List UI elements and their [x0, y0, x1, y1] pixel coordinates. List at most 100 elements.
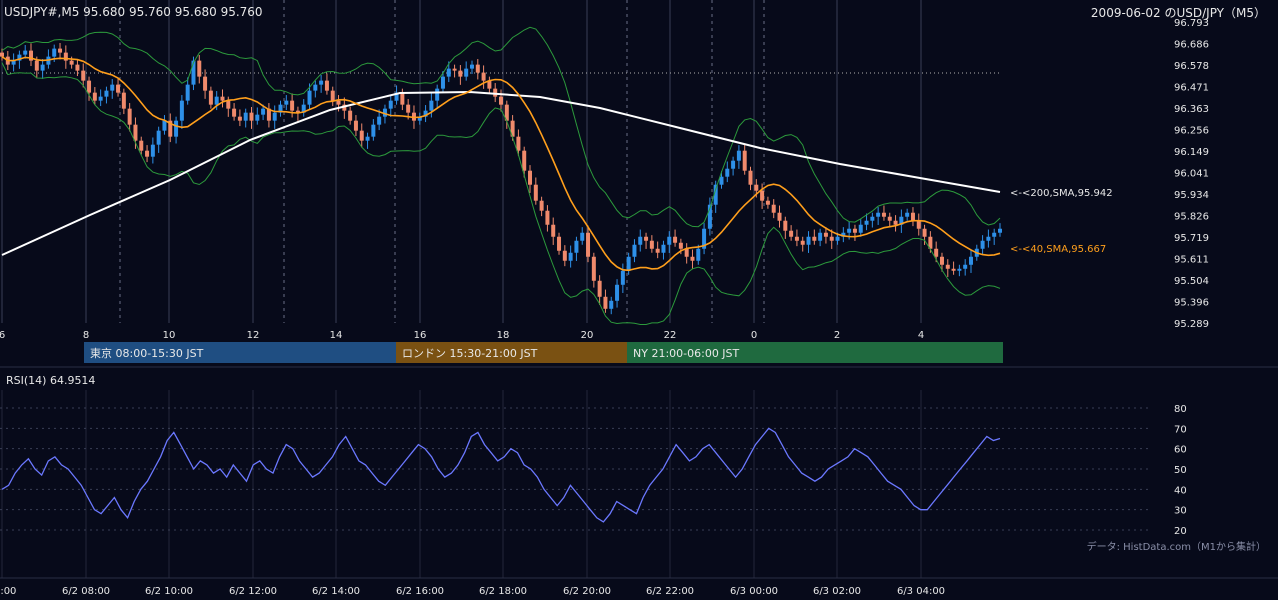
candle-body [40, 64, 45, 71]
time-tick-label: 6/3 00:00 [730, 586, 778, 597]
candle-body [800, 240, 805, 245]
candle-body [696, 248, 701, 261]
rsi-tick-label: 50 [1174, 465, 1187, 476]
candle-body [539, 200, 544, 211]
candle-body [864, 220, 869, 225]
candle-body [760, 190, 765, 201]
candle-body [232, 108, 237, 117]
candle-body [359, 130, 364, 141]
candle-body [789, 230, 794, 237]
candle-body [98, 96, 103, 101]
bollinger-lower [1, 62, 1001, 325]
candle-body [493, 88, 498, 97]
candle-body [226, 100, 231, 109]
candle-body [127, 108, 132, 125]
candle-body [336, 100, 341, 105]
candle-body [255, 114, 260, 121]
rsi-line [1, 427, 1001, 523]
candle-body [777, 212, 782, 221]
candle-body [278, 104, 283, 113]
candle-body [928, 236, 933, 249]
session-bar [84, 342, 396, 363]
candle-body [469, 64, 474, 69]
candle-body [110, 84, 115, 91]
price-tick-label: 96.149 [1174, 147, 1209, 158]
candle-body [75, 64, 80, 71]
candle-body [638, 236, 643, 245]
candle-body [429, 100, 434, 111]
candle-body [307, 90, 312, 105]
candle-body [150, 144, 155, 157]
candle-body [644, 236, 649, 241]
candle-body [533, 184, 538, 201]
candle-body [377, 116, 382, 125]
bollinger-upper [1, 26, 1001, 228]
candle-body [841, 232, 846, 237]
candle-body [649, 240, 654, 249]
candle-body [742, 150, 747, 171]
rsi-tick-label: 40 [1174, 485, 1187, 496]
candle-body [139, 140, 144, 151]
candle-body [968, 256, 973, 265]
candle-body [63, 52, 68, 61]
time-tick-label: 6/2 10:00 [145, 586, 193, 597]
candle-body [794, 236, 799, 241]
price-tick-label: 96.041 [1174, 169, 1209, 180]
price-tick-label: 96.578 [1174, 61, 1209, 72]
candle-body [411, 112, 416, 121]
candle-body [574, 240, 579, 253]
candle-body [951, 268, 956, 271]
candle-body [499, 96, 503, 105]
price-tick-label: 96.256 [1174, 126, 1209, 137]
candle-body [876, 212, 881, 217]
time-tick-label: 6/2 14:00 [312, 586, 360, 597]
price-tick-label: 95.934 [1174, 190, 1209, 201]
candle-body [870, 216, 875, 221]
hour-tick-label: 20 [581, 330, 594, 341]
hour-tick-label: 18 [497, 330, 510, 341]
price-tick-label: 95.396 [1174, 298, 1209, 309]
candle-body [382, 108, 387, 117]
candle-body [847, 228, 852, 233]
candle-body [272, 112, 277, 121]
time-tick-label: 6/2 08:00 [62, 586, 110, 597]
candle-body [295, 110, 300, 113]
candle-body [104, 90, 109, 97]
candle-body [504, 104, 509, 121]
candle-body [475, 64, 480, 73]
candle-body [557, 236, 562, 251]
candle-body [121, 92, 126, 109]
candle-body [330, 90, 335, 101]
candle-body [145, 150, 150, 157]
price-tick-label: 96.793 [1174, 18, 1209, 29]
candle-body [754, 184, 759, 191]
time-tick-label: 6/2 12:00 [229, 586, 277, 597]
candle-body [266, 108, 271, 121]
rsi-tick-label: 30 [1174, 506, 1187, 517]
candle-body [690, 256, 695, 261]
candle-body [620, 270, 625, 285]
candle-body [707, 204, 712, 229]
candle-body [319, 80, 324, 85]
candle-body [986, 236, 991, 241]
session-label: NY 21:00-06:00 JST [633, 347, 740, 360]
candle-body [829, 236, 834, 241]
indicator-lines [1, 26, 1001, 325]
sma200-line [1, 90, 1001, 256]
candlestick-series [0, 43, 1002, 315]
candle-body [545, 210, 550, 225]
candle-body [69, 60, 74, 65]
candle-body [324, 80, 329, 91]
candle-body [905, 212, 910, 217]
candle-body [237, 116, 242, 121]
candle-body [939, 256, 944, 265]
hour-tick-label: 4 [918, 330, 924, 341]
hour-tick-label: 2 [834, 330, 840, 341]
candle-body [998, 228, 1002, 233]
candle-body [678, 242, 683, 249]
candle-body [29, 50, 34, 61]
candle-body [17, 54, 22, 61]
candle-body [963, 264, 968, 269]
hour-tick-label: 14 [330, 330, 343, 341]
